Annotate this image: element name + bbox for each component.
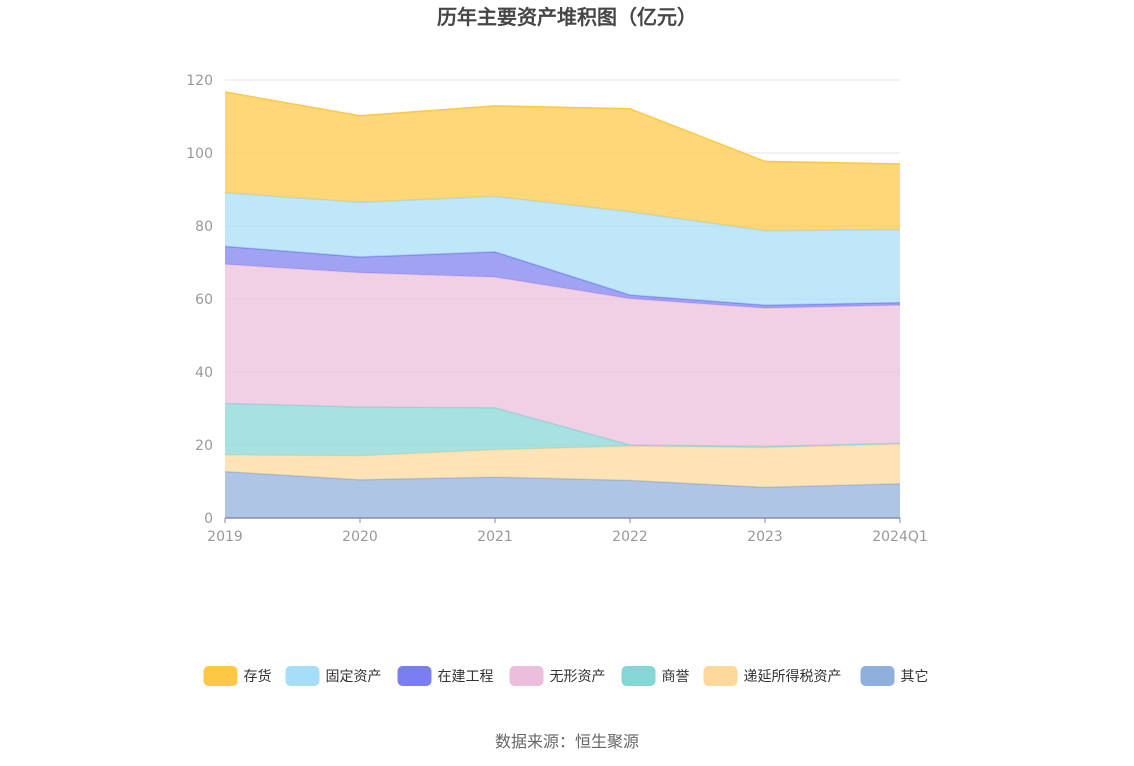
y-tick-label: 20 xyxy=(195,438,213,454)
legend-item-2[interactable]: 商誉 xyxy=(621,666,690,686)
x-tick-label: 2022 xyxy=(612,529,648,545)
legend-label: 递延所得税资产 xyxy=(744,668,842,685)
legend-label: 在建工程 xyxy=(438,669,494,685)
axes: 0 20 40 60 80 100 120 2019 2020 2021 2022 2023 2024Q… xyxy=(186,73,928,545)
areas xyxy=(224,91,901,518)
legend-swatch xyxy=(509,666,544,686)
area-line-series-6 xyxy=(224,91,901,165)
area-series-6 xyxy=(225,92,900,231)
legend-swatch xyxy=(397,666,432,686)
area-series-2 xyxy=(225,403,900,456)
legend-item-1[interactable]: 递延所得税资产 xyxy=(703,666,842,686)
y-tick-label: 100 xyxy=(186,146,213,162)
x-tick-label: 2019 xyxy=(207,529,243,545)
x-tick-label: 2021 xyxy=(477,529,513,545)
legend-item-5[interactable]: 固定资产 xyxy=(285,666,382,686)
y-tick-label: 40 xyxy=(195,365,213,381)
y-tick-label: 60 xyxy=(195,292,213,308)
x-tick-label: 2024Q1 xyxy=(872,529,928,545)
x-tick-label: 2020 xyxy=(342,529,378,545)
legend-item-0[interactable]: 其它 xyxy=(860,666,929,686)
legend-label: 其它 xyxy=(901,668,929,685)
y-tick-label: 80 xyxy=(195,219,213,235)
legend-swatch xyxy=(203,666,238,686)
legend-item-6[interactable]: 存货 xyxy=(203,666,272,686)
legend-swatch xyxy=(621,666,656,686)
x-tick-label: 2023 xyxy=(747,529,783,545)
area-series-3 xyxy=(225,264,900,447)
legend-label: 存货 xyxy=(244,668,272,685)
legend-swatch xyxy=(285,666,320,686)
chart-title: 历年主要资产堆积图（亿元） xyxy=(437,5,697,29)
area-series-0 xyxy=(225,471,900,518)
legend-swatch xyxy=(860,666,895,686)
legend-item-3[interactable]: 无形资产 xyxy=(509,666,606,686)
source-note: 数据来源：恒生聚源 xyxy=(495,732,639,751)
legend: 存货 固定资产 在建工程 无形资产 商誉 递延所得税资产 其它 xyxy=(203,666,929,686)
y-tick-label: 120 xyxy=(186,73,213,89)
legend-label: 固定资产 xyxy=(326,669,382,685)
legend-item-4[interactable]: 在建工程 xyxy=(397,666,494,686)
y-tick-label: 0 xyxy=(204,511,213,527)
area-series-4 xyxy=(225,246,900,309)
legend-swatch xyxy=(703,666,738,686)
legend-label: 商誉 xyxy=(662,669,690,685)
legend-label: 无形资产 xyxy=(550,669,606,685)
area-series-5 xyxy=(225,192,900,306)
